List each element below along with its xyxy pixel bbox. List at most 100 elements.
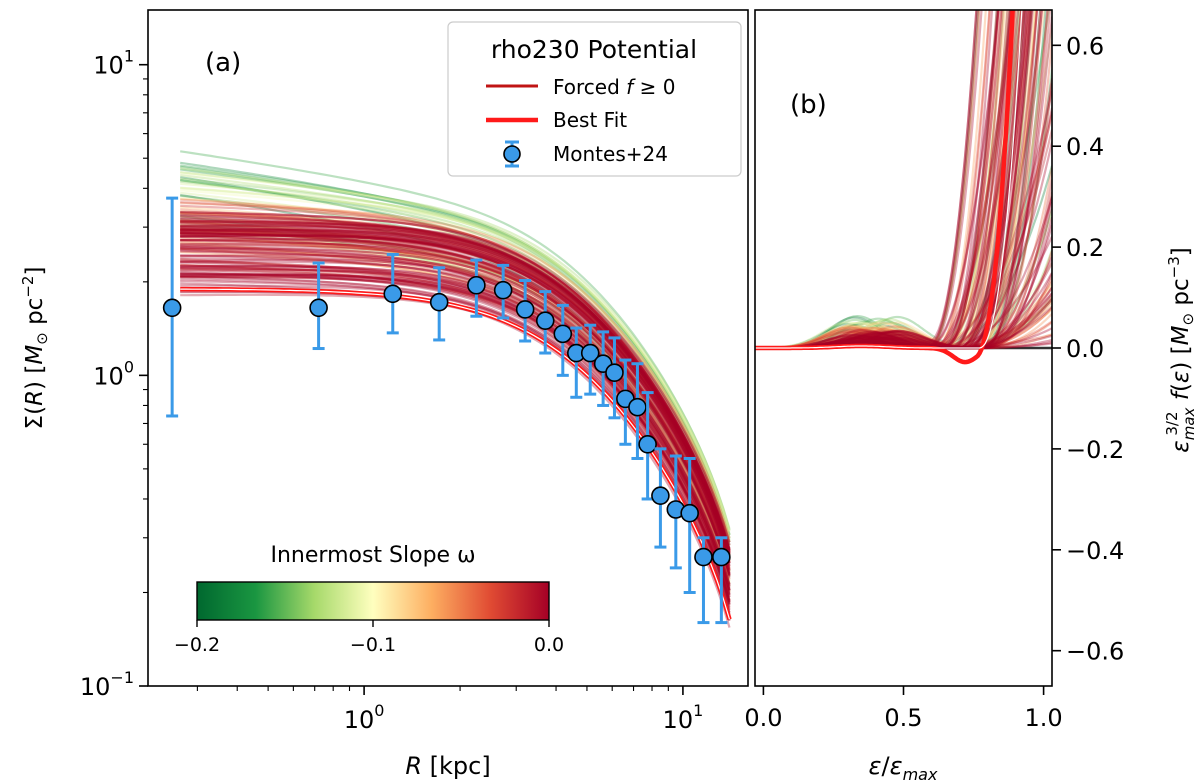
model-curve-a — [180, 167, 731, 538]
observation-point — [694, 536, 713, 625]
model-curve-a — [180, 219, 731, 546]
panel-b-best-fit — [755, 10, 1023, 365]
y-tick-label-a: 10−1 — [80, 668, 134, 701]
model-curve-a — [180, 212, 731, 543]
observation-marker — [553, 324, 573, 344]
y-tick-label-b: 0.0 — [1066, 335, 1104, 363]
model-curve-a — [180, 165, 731, 543]
observation-marker — [694, 547, 713, 567]
panel-a-frame — [147, 9, 749, 687]
observation-marker — [651, 486, 670, 505]
model-curve-a — [180, 223, 731, 543]
model-curve-a — [180, 220, 731, 546]
observation-point — [467, 258, 486, 318]
y-tick-label-b: −0.2 — [1066, 436, 1124, 464]
observation-marker — [535, 311, 555, 330]
panel-a-observations — [162, 196, 731, 625]
y-tick-label-b: 0.4 — [1066, 133, 1104, 161]
panel-b-xlabel: ε/εmax — [869, 752, 938, 782]
observation-marker — [712, 547, 731, 567]
panel-a-label: (a) — [205, 48, 241, 78]
observation-marker — [638, 434, 657, 454]
model-curve-a — [180, 211, 731, 551]
y-tick-label-b: 0.6 — [1066, 32, 1104, 60]
y-tick-label-b: −0.6 — [1066, 638, 1124, 666]
panel-b: 0.0 0.5 1.0 −0.6 −0.4 −0.2 0.0 0.2 0.4 0.6 (b) εm… — [744, 9, 1198, 782]
model-curve-a — [180, 164, 731, 536]
observation-point — [309, 261, 328, 351]
panel-a-ylabel: Σ(R) [M⊙ pc−2] — [19, 267, 51, 430]
colorbar-title: Innermost Slope ω — [271, 543, 476, 568]
colorbar-tick-label: −0.1 — [350, 634, 396, 656]
observation-marker — [429, 292, 449, 312]
model-curve-a — [180, 186, 731, 532]
panel-b-ylabel: εmax3/2 f(ε) [M⊙ pc−3] — [1163, 247, 1198, 452]
model-curve-b — [755, 10, 1006, 350]
colorbar: Innermost Slope ω −0.2 −0.1 0.0 — [174, 543, 564, 656]
x-tick-label-a: 101 — [663, 701, 704, 734]
legend-bestfit-label: Best Fit — [553, 108, 627, 132]
model-curve-a — [180, 187, 731, 533]
observation-point — [651, 447, 670, 549]
panel-b-frame — [754, 9, 1053, 687]
model-curve-b — [755, 10, 1050, 350]
model-curve-b — [755, 10, 1030, 350]
model-curve-a — [180, 174, 731, 543]
model-curve-b — [755, 250, 1052, 350]
x-tick-label-b: 1.0 — [1025, 704, 1063, 732]
observation-point — [162, 196, 182, 418]
observation-marker — [515, 300, 535, 319]
observation-point — [712, 536, 731, 625]
panel-b-label: (b) — [790, 90, 827, 120]
model-curve-a — [180, 171, 731, 530]
y-tick-label-a: 101 — [93, 47, 134, 80]
y-tick-label-a: 100 — [93, 357, 134, 390]
observation-point — [638, 391, 657, 501]
observation-marker — [162, 298, 182, 318]
legend-montes-label: Montes+24 — [553, 142, 668, 166]
model-curve-a — [180, 171, 731, 536]
observation-point — [493, 263, 513, 320]
observation-point — [605, 336, 624, 420]
model-curve-b — [755, 10, 999, 350]
observation-marker — [580, 343, 600, 363]
observation-marker — [493, 280, 513, 300]
x-tick-label-b: 0.0 — [744, 704, 782, 732]
colorbar-tick-label: −0.2 — [174, 634, 220, 656]
model-curve-a — [180, 197, 731, 542]
observation-point — [628, 362, 647, 460]
best-fit-centerline-b — [755, 10, 1023, 349]
model-curve-b — [755, 298, 1052, 350]
observation-marker — [605, 363, 624, 382]
model-curve-a — [180, 179, 731, 546]
observation-point — [429, 266, 449, 342]
y-tick-label-b: −0.4 — [1066, 537, 1124, 565]
model-curve-a — [180, 168, 731, 536]
legend-box — [447, 21, 742, 177]
panel-a-xlabel: R [kpc] — [405, 752, 490, 780]
observation-marker — [467, 275, 486, 295]
model-curve-a — [180, 177, 731, 535]
observation-point — [553, 303, 573, 377]
observation-marker — [383, 284, 403, 304]
model-curve-b — [755, 10, 1032, 350]
observation-marker — [680, 503, 699, 523]
observation-point — [680, 456, 699, 594]
model-curve-a — [180, 189, 731, 540]
x-tick-label-b: 0.5 — [884, 704, 922, 732]
legend-title: rho230 Potential — [491, 35, 697, 64]
observation-point — [580, 323, 600, 396]
observation-point — [383, 252, 403, 335]
panel-b-ticks: 0.0 0.5 1.0 −0.6 −0.4 −0.2 0.0 0.2 0.4 0.6 — [744, 32, 1124, 732]
panel-a: 100 101 10−1 100 101 (a) rho230 Potential Fo… — [19, 9, 749, 780]
y-tick-label-b: 0.2 — [1066, 234, 1104, 262]
observation-point — [616, 358, 635, 446]
observation-marker — [628, 397, 647, 417]
model-curve-a — [180, 204, 731, 551]
model-curve-b — [755, 10, 1033, 350]
model-curve-a — [180, 182, 731, 531]
observation-marker — [309, 298, 328, 318]
legend-forced-label: Forced f ≥ 0 — [553, 75, 675, 99]
model-curve-a — [180, 180, 731, 541]
